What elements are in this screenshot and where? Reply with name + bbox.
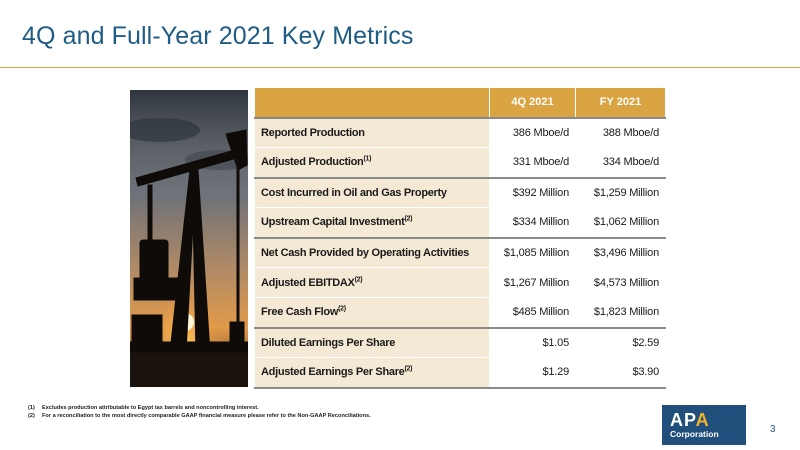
- footnote-text: Excludes production attributable to Egyp…: [42, 405, 259, 411]
- footnotes: (1) Excludes production attributable to …: [28, 404, 628, 420]
- footnote-ref: (1): [363, 155, 372, 163]
- footnote-2: (2) For a reconciliation to the most dir…: [28, 412, 628, 420]
- footnote-ref: (2): [404, 365, 413, 373]
- row-value-4q: $1,267 Million: [489, 267, 576, 298]
- footnote-number: (2): [28, 413, 35, 419]
- table-row: Adjusted Production(1) 331 Mboe/d 334 Mb…: [254, 147, 666, 178]
- footnote-ref: (2): [354, 275, 363, 283]
- logo-accent-letter: A: [695, 409, 710, 430]
- footnote-1: (1) Excludes production attributable to …: [28, 404, 628, 412]
- row-label: Cost Incurred in Oil and Gas Property: [254, 176, 490, 208]
- row-value-4q: $485 Million: [489, 297, 576, 328]
- logo-subtitle: Corporation: [670, 428, 719, 439]
- row-label-text: Adjusted Earnings Per Share: [261, 366, 405, 379]
- oil-pumpjack-sunset-image: [130, 90, 248, 387]
- row-value-fy: $1,259 Million: [575, 176, 666, 208]
- row-label: Adjusted EBITDAX(2): [254, 267, 490, 298]
- header-metric: [254, 87, 490, 118]
- table-row: Reported Production 386 Mboe/d 388 Mboe/…: [254, 116, 666, 148]
- row-label: Free Cash Flow(2): [254, 297, 490, 328]
- row-value-fy: $3,496 Million: [575, 236, 666, 268]
- slide-title: 4Q and Full-Year 2021 Key Metrics: [22, 22, 414, 50]
- row-label-text: Diluted Earnings Per Share: [261, 336, 396, 349]
- row-label: Upstream Capital Investment(2): [254, 207, 490, 238]
- row-value-fy: $3.90: [575, 357, 666, 389]
- header-4q-2021: 4Q 2021: [489, 87, 576, 118]
- row-value-fy: 334 Mboe/d: [575, 147, 666, 178]
- table-header-row: 4Q 2021 FY 2021: [254, 87, 666, 118]
- row-value-fy: $4,573 Million: [575, 267, 666, 298]
- table-row: Adjusted Earnings Per Share(2) $1.29 $3.…: [254, 357, 666, 389]
- footnote-number: (1): [28, 405, 35, 411]
- row-value-4q: $1.29: [489, 357, 576, 389]
- row-value-4q: $1.05: [489, 326, 576, 358]
- row-value-4q: $334 Million: [489, 207, 576, 238]
- row-label-text: Adjusted Production: [261, 156, 364, 169]
- table-row: Net Cash Provided by Operating Activitie…: [254, 236, 666, 268]
- table-row: Cost Incurred in Oil and Gas Property $3…: [254, 176, 666, 208]
- table-row: Free Cash Flow(2) $485 Million $1,823 Mi…: [254, 297, 666, 328]
- logo-letters: AP: [670, 409, 696, 430]
- row-label: Diluted Earnings Per Share: [254, 326, 490, 358]
- row-label-text: Adjusted EBITDAX: [261, 276, 355, 289]
- title-divider: [0, 67, 800, 68]
- apa-corporation-logo: APA Corporation: [662, 405, 746, 445]
- table-row: Diluted Earnings Per Share $1.05 $2.59: [254, 326, 666, 358]
- row-label-text: Net Cash Provided by Operating Activitie…: [261, 246, 469, 259]
- logo-wordmark: APA: [670, 411, 746, 429]
- pumpjack-photo: [130, 90, 248, 387]
- footnote-ref: (2): [338, 305, 346, 313]
- table-row: Adjusted EBITDAX(2) $1,267 Million $4,57…: [254, 267, 666, 298]
- row-value-4q: $1,085 Million: [489, 236, 576, 268]
- row-label: Adjusted Earnings Per Share(2): [254, 357, 490, 389]
- row-label-text: Reported Production: [261, 126, 365, 139]
- footnote-ref: (2): [404, 215, 413, 223]
- row-value-4q: 386 Mboe/d: [489, 116, 576, 148]
- key-metrics-table: 4Q 2021 FY 2021 Reported Production 386 …: [254, 87, 666, 389]
- row-label-text: Cost Incurred in Oil and Gas Property: [261, 186, 447, 199]
- row-label: Reported Production: [254, 116, 490, 148]
- row-value-fy: $2.59: [575, 326, 666, 358]
- row-label-text: Free Cash Flow: [261, 306, 339, 319]
- page-number: 3: [770, 424, 776, 435]
- table-row: Upstream Capital Investment(2) $334 Mill…: [254, 207, 666, 238]
- row-value-fy: $1,062 Million: [575, 207, 666, 238]
- row-value-fy: $1,823 Million: [575, 297, 666, 328]
- footnote-text: For a reconciliation to the most directl…: [42, 413, 371, 419]
- header-fy-2021: FY 2021: [575, 87, 666, 118]
- row-label: Net Cash Provided by Operating Activitie…: [254, 236, 490, 268]
- row-value-4q: 331 Mboe/d: [489, 147, 576, 178]
- row-value-4q: $392 Million: [489, 176, 576, 208]
- row-label: Adjusted Production(1): [254, 147, 490, 178]
- row-label-text: Upstream Capital Investment: [261, 216, 405, 229]
- row-value-fy: 388 Mboe/d: [575, 116, 666, 148]
